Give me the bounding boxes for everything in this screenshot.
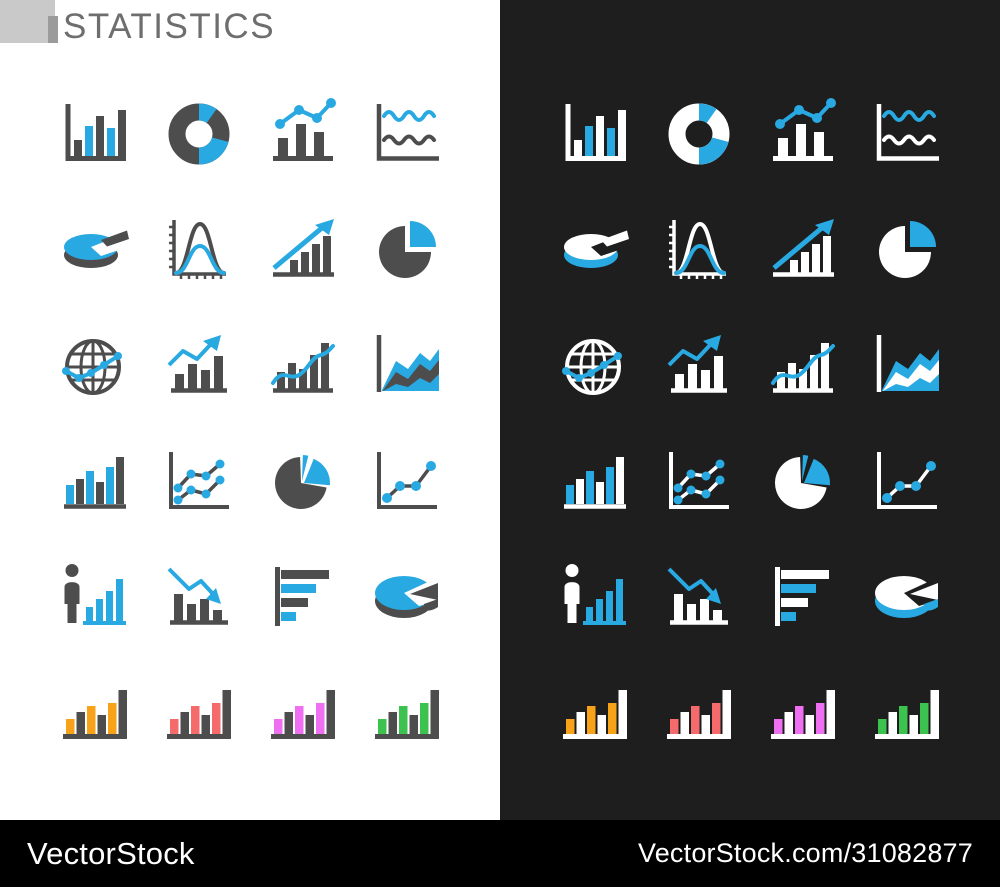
watermark-bar: VectorStock VectorStock.com/31082877 (0, 820, 1000, 887)
icon-grid-dark (557, 95, 945, 751)
vertical-bar-chart-icon (557, 95, 633, 171)
icon-grid-light (57, 95, 445, 751)
magenta-bar-chart-icon (265, 675, 341, 751)
line-over-bars-chart-icon (765, 95, 841, 171)
curve-through-bars-icon (265, 327, 341, 403)
pie-with-slices-icon (265, 443, 341, 519)
curve-through-bars-icon (765, 327, 841, 403)
pie-with-slices-icon (765, 443, 841, 519)
dot-line-chart-icon (369, 443, 445, 519)
light-theme-panel: STATISTICS (0, 0, 500, 820)
globe-analytics-icon (57, 327, 133, 403)
pie-3d-icon (557, 211, 633, 287)
growth-arrow-bars-icon (265, 211, 341, 287)
title-square-decoration (0, 0, 55, 43)
stacked-area-chart-icon (369, 327, 445, 403)
ascending-bars-icon (57, 443, 133, 519)
pie-3d-pulled-slice-icon (369, 559, 445, 635)
watermark-url: VectorStock.com/31082877 (637, 838, 973, 868)
ascending-bars-icon (557, 443, 633, 519)
double-line-dots-icon (661, 443, 737, 519)
page-title: STATISTICS (63, 7, 276, 46)
magenta-bar-chart-icon (765, 675, 841, 751)
bell-curve-icon (661, 211, 737, 287)
green-bar-chart-icon (869, 675, 945, 751)
donut-chart-icon (661, 95, 737, 171)
line-over-bars-chart-icon (265, 95, 341, 171)
horizontal-bars-icon (765, 559, 841, 635)
declining-bars-arrow-icon (661, 559, 737, 635)
red-bar-chart-icon (661, 675, 737, 751)
red-bar-chart-icon (161, 675, 237, 751)
double-line-dots-icon (161, 443, 237, 519)
globe-analytics-icon (557, 327, 633, 403)
green-bar-chart-icon (369, 675, 445, 751)
pie-3d-pulled-slice-icon (869, 559, 945, 635)
bell-curve-icon (161, 211, 237, 287)
donut-chart-icon (161, 95, 237, 171)
person-with-bars-icon (557, 559, 633, 635)
quarter-pie-icon (869, 211, 945, 287)
watermark-brand: VectorStock (27, 835, 195, 871)
vertical-bar-chart-icon (57, 95, 133, 171)
growth-arrow-bars-icon (765, 211, 841, 287)
quarter-pie-icon (369, 211, 445, 287)
orange-bar-chart-icon (557, 675, 633, 751)
dot-line-chart-icon (869, 443, 945, 519)
declining-bars-arrow-icon (161, 559, 237, 635)
title-tick-decoration (48, 16, 58, 43)
stacked-area-chart-icon (869, 327, 945, 403)
wave-line-chart-icon (369, 95, 445, 171)
wave-line-chart-icon (869, 95, 945, 171)
pie-3d-icon (57, 211, 133, 287)
horizontal-bars-icon (265, 559, 341, 635)
dark-theme-panel (500, 0, 1000, 820)
trend-arrow-bars-icon (661, 327, 737, 403)
trend-arrow-bars-icon (161, 327, 237, 403)
orange-bar-chart-icon (57, 675, 133, 751)
person-with-bars-icon (57, 559, 133, 635)
